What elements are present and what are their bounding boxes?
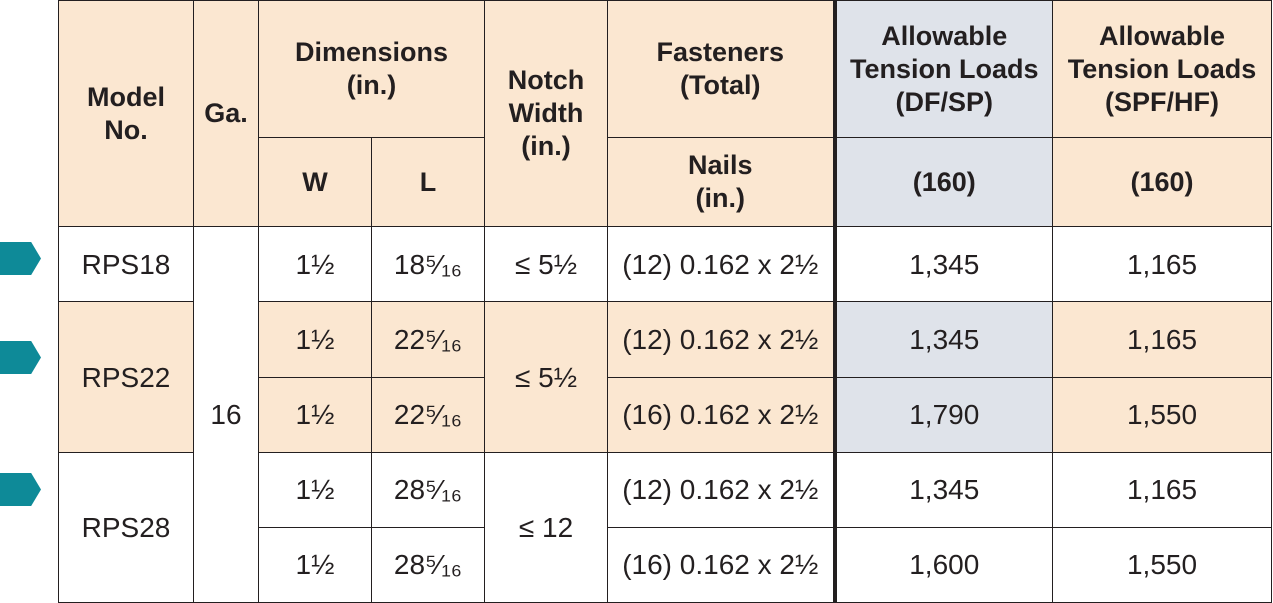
cell-nails: (12) 0.162 x 2½ (607, 301, 837, 378)
table-row: 1½ 28⁵⁄₁₆ (16) 0.162 x 2½ 1,600 1,550 (59, 526, 1273, 603)
cell-gauge: 16 (193, 226, 259, 603)
header-gauge: Ga. (193, 0, 259, 228)
header-df-160: (160) (834, 137, 1054, 228)
cell-df-load: 1,345 (834, 226, 1054, 303)
row-marker-arrow-icon (0, 341, 41, 374)
product-spec-table: Model No. Ga. Dimensions (in.) Notch Width(… (58, 0, 1273, 603)
cell-model: RPS18 (58, 226, 194, 303)
cell-spf-load: 1,165 (1052, 451, 1273, 528)
header-tension-spf-hf: Allowable Tension Loads (SPF/HF) (1052, 0, 1273, 139)
table-row: RPS22 1½ 22⁵⁄₁₆ ≤ 5½ (12) 0.162 x 2½ 1,3… (58, 301, 1273, 453)
header-length-l: L (370, 137, 486, 228)
cell-w: 1½ (258, 226, 372, 303)
header-tension-df-sp: Allowable Tension Loads (DF/SP) (834, 0, 1054, 139)
cell-l: 22⁵⁄₁₆ (370, 301, 486, 378)
cell-df-load: 1,600 (834, 526, 1054, 603)
cell-df-load: 1,790 (834, 376, 1054, 453)
cell-w: 1½ (258, 526, 372, 603)
cell-df-load: 1,345 (834, 451, 1054, 528)
cell-model: RPS28 (58, 451, 194, 603)
table-row: 1½ 22⁵⁄₁₆ (16) 0.162 x 2½ 1,790 1,550 (59, 376, 1273, 453)
header-nails: Nails (in.) (607, 137, 837, 228)
cell-nails: (12) 0.162 x 2½ (607, 226, 837, 303)
header-width-w: W (258, 137, 372, 228)
cell-spf-load: 1,550 (1052, 526, 1273, 603)
cell-l: 28⁵⁄₁₆ (370, 451, 486, 528)
cell-spf-load: 1,550 (1052, 376, 1273, 453)
header-spf-160: (160) (1052, 137, 1273, 228)
cell-notch: ≤ 5½ (484, 226, 609, 303)
cell-model: RPS22 (58, 301, 194, 453)
cell-nails: (16) 0.162 x 2½ (607, 526, 837, 603)
cell-notch: ≤ 5½ (484, 301, 609, 453)
cell-df-load: 1,345 (834, 301, 1054, 378)
header-model-no: Model No. (58, 0, 194, 228)
cell-w: 1½ (258, 376, 372, 453)
row-marker-arrow-icon (0, 242, 41, 275)
table-row: RPS18 16 1½ 18⁵⁄₁₆ ≤ 5½ (12) 0.162 x 2½ … (58, 226, 1273, 603)
cell-spf-load: 1,165 (1052, 301, 1273, 378)
header-dimensions: Dimensions (in.) (257, 0, 486, 139)
cell-l: 18⁵⁄₁₆ (370, 226, 486, 303)
cell-notch: ≤ 12 (484, 451, 609, 603)
row-marker-arrow-icon (0, 473, 41, 506)
cell-l: 28⁵⁄₁₆ (370, 526, 486, 603)
header-notch-width: Notch Width (in.) (484, 0, 609, 228)
cell-w: 1½ (258, 451, 372, 528)
cell-spf-load: 1,165 (1052, 226, 1273, 303)
cell-w: 1½ (258, 301, 372, 378)
header-fasteners: Fasteners (Total) (607, 0, 837, 139)
cell-nails: (16) 0.162 x 2½ (607, 376, 837, 453)
cell-nails: (12) 0.162 x 2½ (607, 451, 837, 528)
cell-l: 22⁵⁄₁₆ (370, 376, 486, 453)
